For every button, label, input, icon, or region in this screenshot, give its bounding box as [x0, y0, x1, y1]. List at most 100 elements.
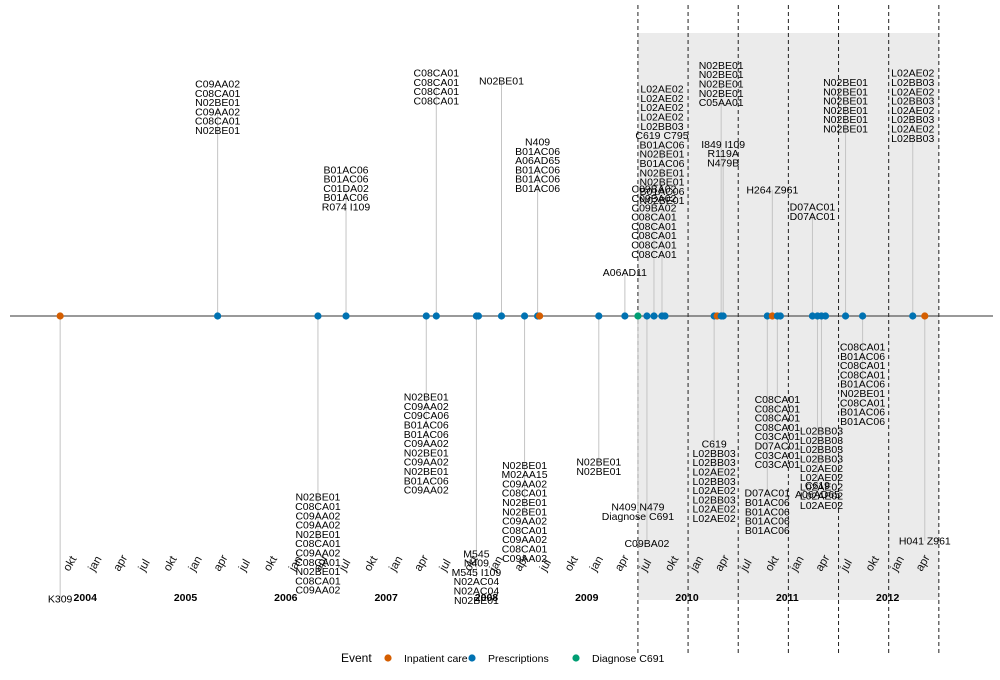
year-label: 2007 — [374, 592, 398, 604]
event-point — [859, 312, 867, 320]
event-label: C09AA02 — [295, 585, 340, 597]
event-label: N02BE01 — [195, 97, 240, 109]
month-tick-label: jul — [738, 558, 755, 575]
event-label: M545 — [463, 548, 489, 560]
event-point — [719, 312, 727, 320]
event-label: C09AA02 — [502, 516, 547, 528]
event-label: L02AE02 — [891, 105, 934, 117]
month-tick-label: okt — [162, 554, 180, 574]
event-label: B01AC06 — [745, 506, 790, 518]
event-label: C09AA02 — [295, 547, 340, 559]
event-label: C08CA01 — [414, 86, 460, 98]
event-label: B01AC06 — [640, 186, 685, 198]
event-label: C09CA06 — [404, 410, 450, 422]
month-tick-label: jan — [387, 554, 406, 574]
event-label: C08CA01 — [502, 543, 548, 555]
event-label: L02BB03 — [891, 114, 934, 126]
event-label: C09AA02 — [195, 78, 240, 90]
event-label: L02BB03 — [693, 457, 736, 469]
event-label: L02BB03 — [800, 435, 843, 447]
event-label: B01AC06 — [515, 174, 560, 186]
event-label: Diagnose C691 — [602, 511, 675, 523]
event-label: N02BE01 — [576, 466, 621, 478]
event-label: C08CA01 — [755, 413, 801, 425]
event-point — [650, 312, 658, 320]
event-label: N409 — [525, 136, 550, 148]
event-label: C08CA01 — [840, 360, 886, 372]
month-tick-label: apr — [212, 553, 231, 574]
event-point — [643, 312, 651, 320]
event-label: B01AC06 — [840, 416, 885, 428]
event-label: N02BE01 — [840, 388, 885, 400]
event-label: C08CA01 — [295, 557, 341, 569]
event-label: B01AC06 — [404, 475, 449, 487]
event-label: C08CA01 — [840, 369, 886, 381]
event-label: C08CA01 — [295, 538, 341, 550]
event-point — [432, 312, 440, 320]
event-label: N02BE01 — [699, 79, 744, 91]
event-label: L02BB03 — [693, 448, 736, 460]
event-label: B01AC06 — [515, 146, 560, 158]
event-label: C09AA02 — [404, 485, 449, 497]
event-label: A06AD11 — [603, 267, 647, 279]
event-label: N02BE01 — [699, 60, 744, 72]
legend: Event Inpatient care Prescriptions Diagnose… — [341, 651, 665, 665]
year-label: 2005 — [174, 592, 198, 604]
event-label: C09AA02 — [404, 457, 449, 469]
event-label: L02BB03 — [693, 494, 736, 506]
event-label: L02BB03 — [891, 77, 934, 89]
event-label: N02BE01 — [502, 497, 547, 509]
event-label: C09AA02 — [195, 106, 240, 118]
year-label: 2011 — [776, 592, 799, 604]
event-point — [314, 312, 322, 320]
event-label: L02AE02 — [891, 86, 934, 98]
event-label: N02AC04 — [454, 576, 500, 588]
event-label: N02BE01 — [195, 125, 240, 137]
event-point — [536, 312, 544, 320]
event-label: L02AE02 — [800, 491, 843, 503]
event-label: N409 — [464, 558, 489, 570]
event-point — [342, 312, 350, 320]
event-label: H041 Z961 — [899, 535, 951, 547]
event-label: C08CA01 — [840, 341, 886, 353]
month-tick-label: jul — [838, 558, 855, 575]
event-label: B01AC06 — [640, 158, 685, 170]
event-point — [634, 312, 642, 320]
event-point — [520, 312, 529, 320]
event-label: B01AC06 — [324, 164, 369, 176]
event-label: L02BB03 — [891, 133, 934, 145]
event-label: C08CA01 — [195, 116, 241, 128]
event-label: C08CA01 — [414, 77, 460, 89]
event-label: N02BE01 — [823, 124, 868, 136]
event-label: L02BB03 — [800, 453, 843, 465]
event-label: R119A — [708, 148, 739, 160]
event-label: D07AC01 — [790, 211, 836, 223]
event-label: N02BE01 — [454, 595, 499, 607]
event-label: K309 — [48, 593, 73, 605]
event-label: C08CA01 — [631, 221, 677, 233]
event-point — [776, 312, 784, 320]
event-label: B01AC06 — [745, 516, 790, 528]
event-point — [661, 312, 669, 320]
event-labels-layer: K309C09AA02C08CA01N02BE01C09AA02C08CA01N… — [48, 60, 951, 607]
event-label: B01AC06 — [840, 351, 885, 363]
month-tick-label: apr — [412, 553, 431, 574]
event-label: N02BE01 — [640, 177, 685, 189]
event-label: N02BE01 — [823, 86, 868, 98]
event-label: N02BE01 — [823, 77, 868, 89]
event-label: D07AC01 — [755, 440, 801, 452]
event-label: L02AE02 — [693, 485, 736, 497]
event-point — [422, 312, 430, 320]
event-label: C09AA02 — [502, 534, 547, 546]
event-label: L02AE02 — [640, 93, 683, 105]
event-label: I849 I109 — [701, 139, 745, 151]
event-label: C08CA01 — [631, 230, 677, 242]
event-label: N02BE01 — [576, 457, 621, 469]
legend-label: Inpatient care — [404, 653, 468, 665]
year-label: 2004 — [74, 592, 98, 604]
event-point — [821, 312, 830, 320]
event-label: C619 — [805, 480, 830, 492]
event-point — [497, 312, 506, 320]
event-label: C08CA01 — [195, 88, 241, 100]
event-label: L02AE02 — [800, 472, 843, 484]
